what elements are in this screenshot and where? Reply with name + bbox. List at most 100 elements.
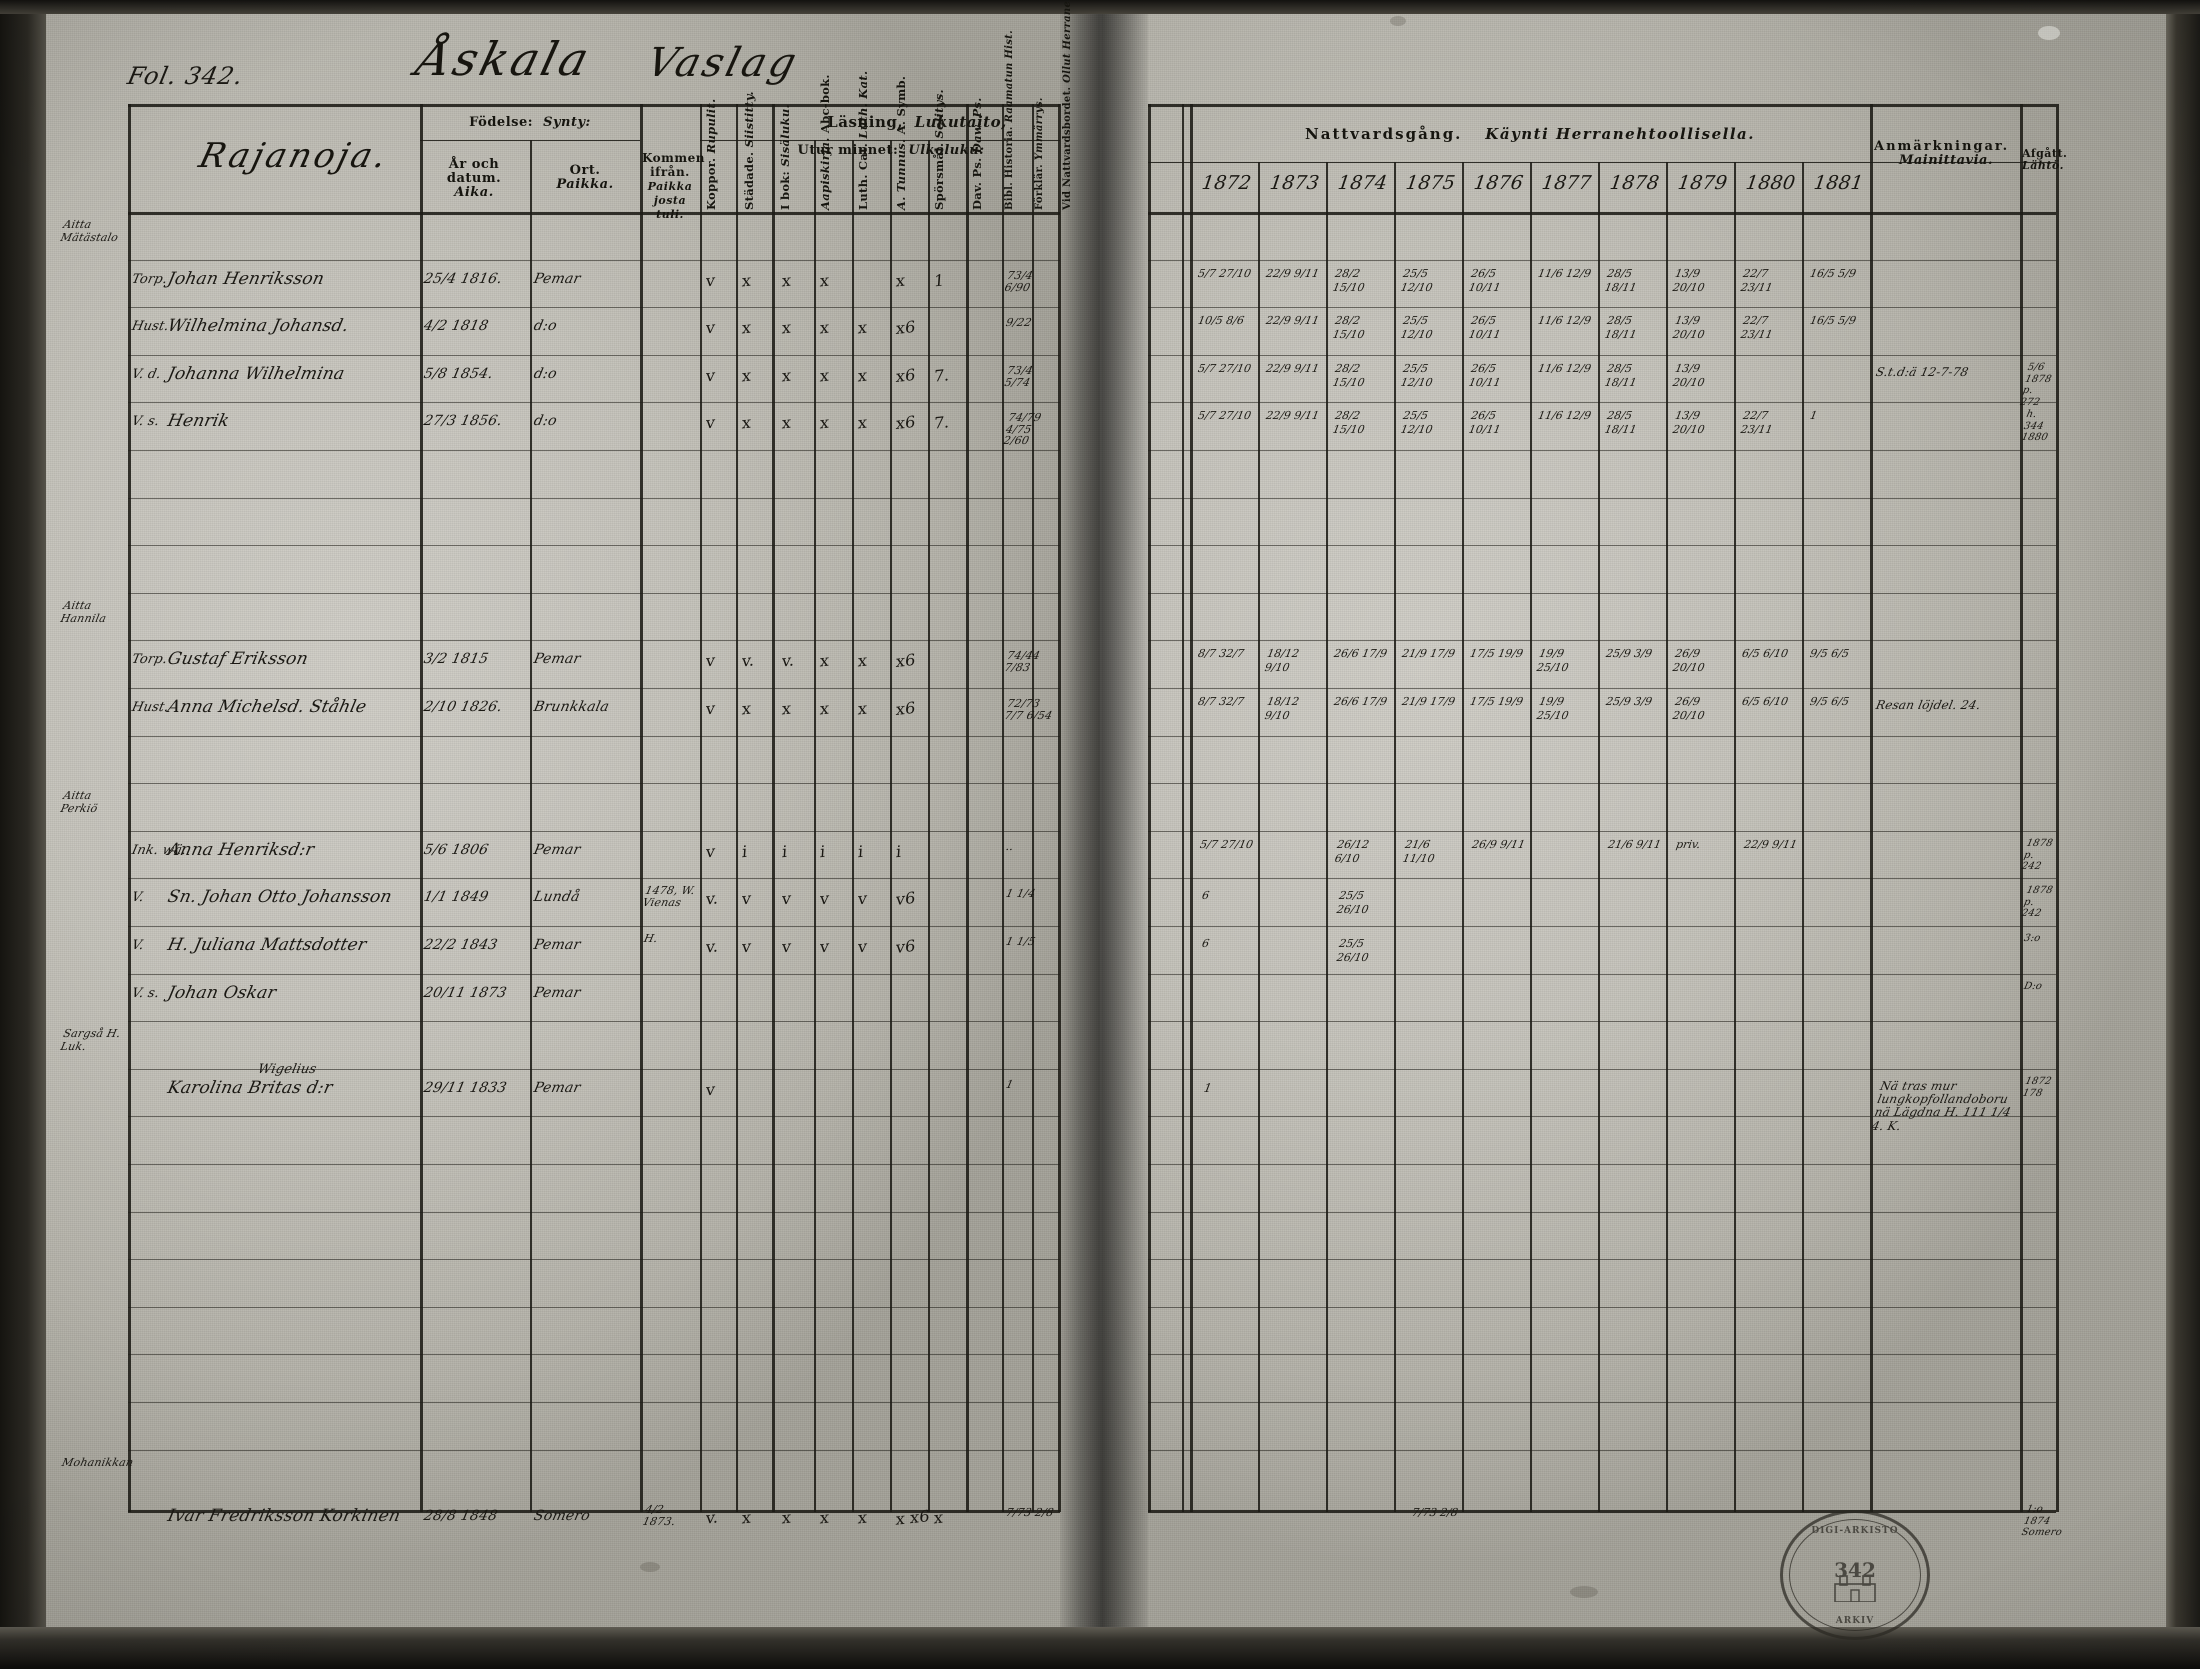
row-name-secondary: Wigelius <box>256 1061 318 1077</box>
row-name: Sn. Johan Otto Johansson <box>165 887 394 908</box>
reading-mark-6: 7. <box>933 412 951 434</box>
communion-entry: 26/5 10/11 <box>1467 361 1502 389</box>
row-relation: V. s. <box>130 985 161 1001</box>
reading-mark-3: i <box>819 841 826 862</box>
communion-entry: 25/9 3/9 <box>1604 695 1654 708</box>
communion-entry: 22/9 9/11 <box>1264 409 1321 423</box>
communion-entry: 5/7 27/10 <box>1198 837 1255 851</box>
header-confirmed: Städade. Siistitty. <box>742 91 756 210</box>
reading-mark-0: v <box>705 841 716 862</box>
row-birth-place: d:o <box>532 318 559 335</box>
communion-entry: 13/9 20/10 <box>1671 266 1706 294</box>
communion-summary: 73/4 6/90 <box>1003 268 1035 294</box>
header-communion-group: Nattvardsgång. Käynti Herranehtoollisell… <box>1305 125 1755 143</box>
row-birth-date: 20/11 1873 <box>422 984 509 1001</box>
reading-mark-5: x6 <box>895 364 917 386</box>
communion-entry: 6/5 6/10 <box>1740 647 1790 661</box>
reading-mark-1: i <box>741 841 748 862</box>
communion-entry: 18/12 9/10 <box>1263 695 1301 722</box>
row-birth-date: 28/8 1848 <box>422 1508 500 1525</box>
communion-entry: 28/5 18/11 <box>1603 409 1638 437</box>
communion-entry: 26/5 10/11 <box>1467 266 1502 294</box>
reading-mark-0: v <box>705 317 716 338</box>
row-birth-place: Brunkkala <box>532 699 611 715</box>
row-birth-date: 5/6 1806 <box>422 841 490 858</box>
header-remarks: Anmärkningar. Mainittavia. <box>1874 139 2010 169</box>
reading-mark-3: x <box>819 317 830 338</box>
row-name: Karolina Britas d:r <box>165 1077 335 1098</box>
communion-entry: 22/7 23/11 <box>1739 314 1774 341</box>
row-birth-place: Pemar <box>532 937 583 953</box>
reading-mark-1: x <box>741 698 752 719</box>
row-birth-date: 27/3 1856. <box>422 413 504 430</box>
reading-mark-0: v <box>705 365 716 386</box>
reading-mark-0: v <box>705 1079 716 1100</box>
row-birth-date: 3/2 1815 <box>422 651 490 668</box>
reading-mark-3: v <box>819 888 830 909</box>
communion-entry: 26/9 9/11 <box>1470 837 1527 851</box>
row-name: Gustaf Eriksson <box>165 649 310 670</box>
communion-entry: 26/9 20/10 <box>1671 695 1706 722</box>
book-edge-right <box>2166 0 2200 1669</box>
reading-mark-5: x6 <box>895 698 917 719</box>
communion-entry: 25/5 12/10 <box>1399 361 1434 389</box>
header-departed: Afgått. Lähtö. <box>2022 147 2068 172</box>
communion-entry: 21/9 17/9 <box>1400 647 1457 661</box>
reading-mark-2: i <box>781 841 788 862</box>
reading-mark-0: v. <box>705 1507 719 1528</box>
header-birth-group: Födelse: Synty: <box>469 115 591 130</box>
header-bible-history: Bibl. Historia. Raamatun Hist. <box>1004 30 1015 210</box>
row-departed: 1878 p. 242 <box>2020 837 2054 872</box>
castle-icon <box>1834 1575 1876 1602</box>
reading-mark-5: x6 <box>895 317 917 339</box>
communion-summary: 1 <box>1004 1077 1015 1091</box>
communion-year-1876: 1876 <box>1472 172 1525 194</box>
reading-mark-4: v <box>857 936 868 957</box>
row-departed: 3:o <box>2022 933 2042 944</box>
row-name: Anna Michelsd. Ståhle <box>165 697 369 717</box>
communion-entry: 21/6 11/10 <box>1401 837 1436 865</box>
communion-entry: 6 <box>1200 937 1211 950</box>
communion-entry: 21/9 17/9 <box>1400 695 1457 708</box>
communion-entry: 8/7 32/7 <box>1196 695 1246 708</box>
row-birth-place: d:o <box>532 413 559 430</box>
communion-entry: 10/5 8/6 <box>1196 314 1246 328</box>
row-birth-date: 2/10 1826. <box>422 699 504 715</box>
communion-entry: 17/5 19/9 <box>1468 647 1525 661</box>
communion-entry: 1 <box>1202 1080 1213 1095</box>
reading-mark-2: x <box>781 1507 792 1528</box>
archive-stamp: DIGI-ARKISTO 342 ARKIV <box>1780 1510 1930 1640</box>
reading-mark-2: v <box>781 888 792 909</box>
communion-entry: 11/6 12/9 <box>1536 361 1593 375</box>
communion-year-1874: 1874 <box>1336 172 1389 194</box>
stamp-folio-number: 342 <box>1834 1558 1876 1582</box>
communion-entry: 6 <box>1200 889 1211 903</box>
communion-entry: 22/9 9/11 <box>1264 266 1321 280</box>
row-relation: V. s. <box>130 414 161 430</box>
communion-entry: 19/9 25/10 <box>1535 695 1570 722</box>
communion-entry: 26/9 20/10 <box>1671 647 1706 675</box>
communion-entry: 22/7 23/11 <box>1739 266 1774 294</box>
reading-mark-0: v <box>705 270 716 291</box>
reading-mark-0: v. <box>705 936 719 957</box>
row-birth-place: Pemar <box>532 270 583 287</box>
row-name: H. Juliana Mattsdotter <box>165 935 369 955</box>
reading-mark-1: x <box>741 365 752 386</box>
communion-entry: 28/5 18/11 <box>1603 361 1638 389</box>
row-name: Johan Oskar <box>165 982 279 1003</box>
communion-entry: 22/9 9/11 <box>1264 314 1321 328</box>
book-edge-top <box>0 0 2200 14</box>
communion-entry: 21/6 9/11 <box>1606 837 1663 851</box>
row-relation: Hust. <box>130 319 171 335</box>
communion-entry: 25/5 26/10 <box>1335 889 1370 917</box>
communion-entry: 25/5 12/10 <box>1399 314 1434 341</box>
reading-mark-4: x <box>857 1507 868 1528</box>
header-abc-book: Aapiskirja. Abc-bok. <box>818 74 832 210</box>
row-birth-place: Pemar <box>532 1079 583 1096</box>
reading-mark-5: v6 <box>895 888 917 910</box>
row-relation: Hust. <box>130 700 171 715</box>
communion-year-1873: 1873 <box>1268 172 1321 194</box>
row-departed: D:o <box>2022 980 2044 992</box>
reading-mark-3: x <box>819 365 830 386</box>
